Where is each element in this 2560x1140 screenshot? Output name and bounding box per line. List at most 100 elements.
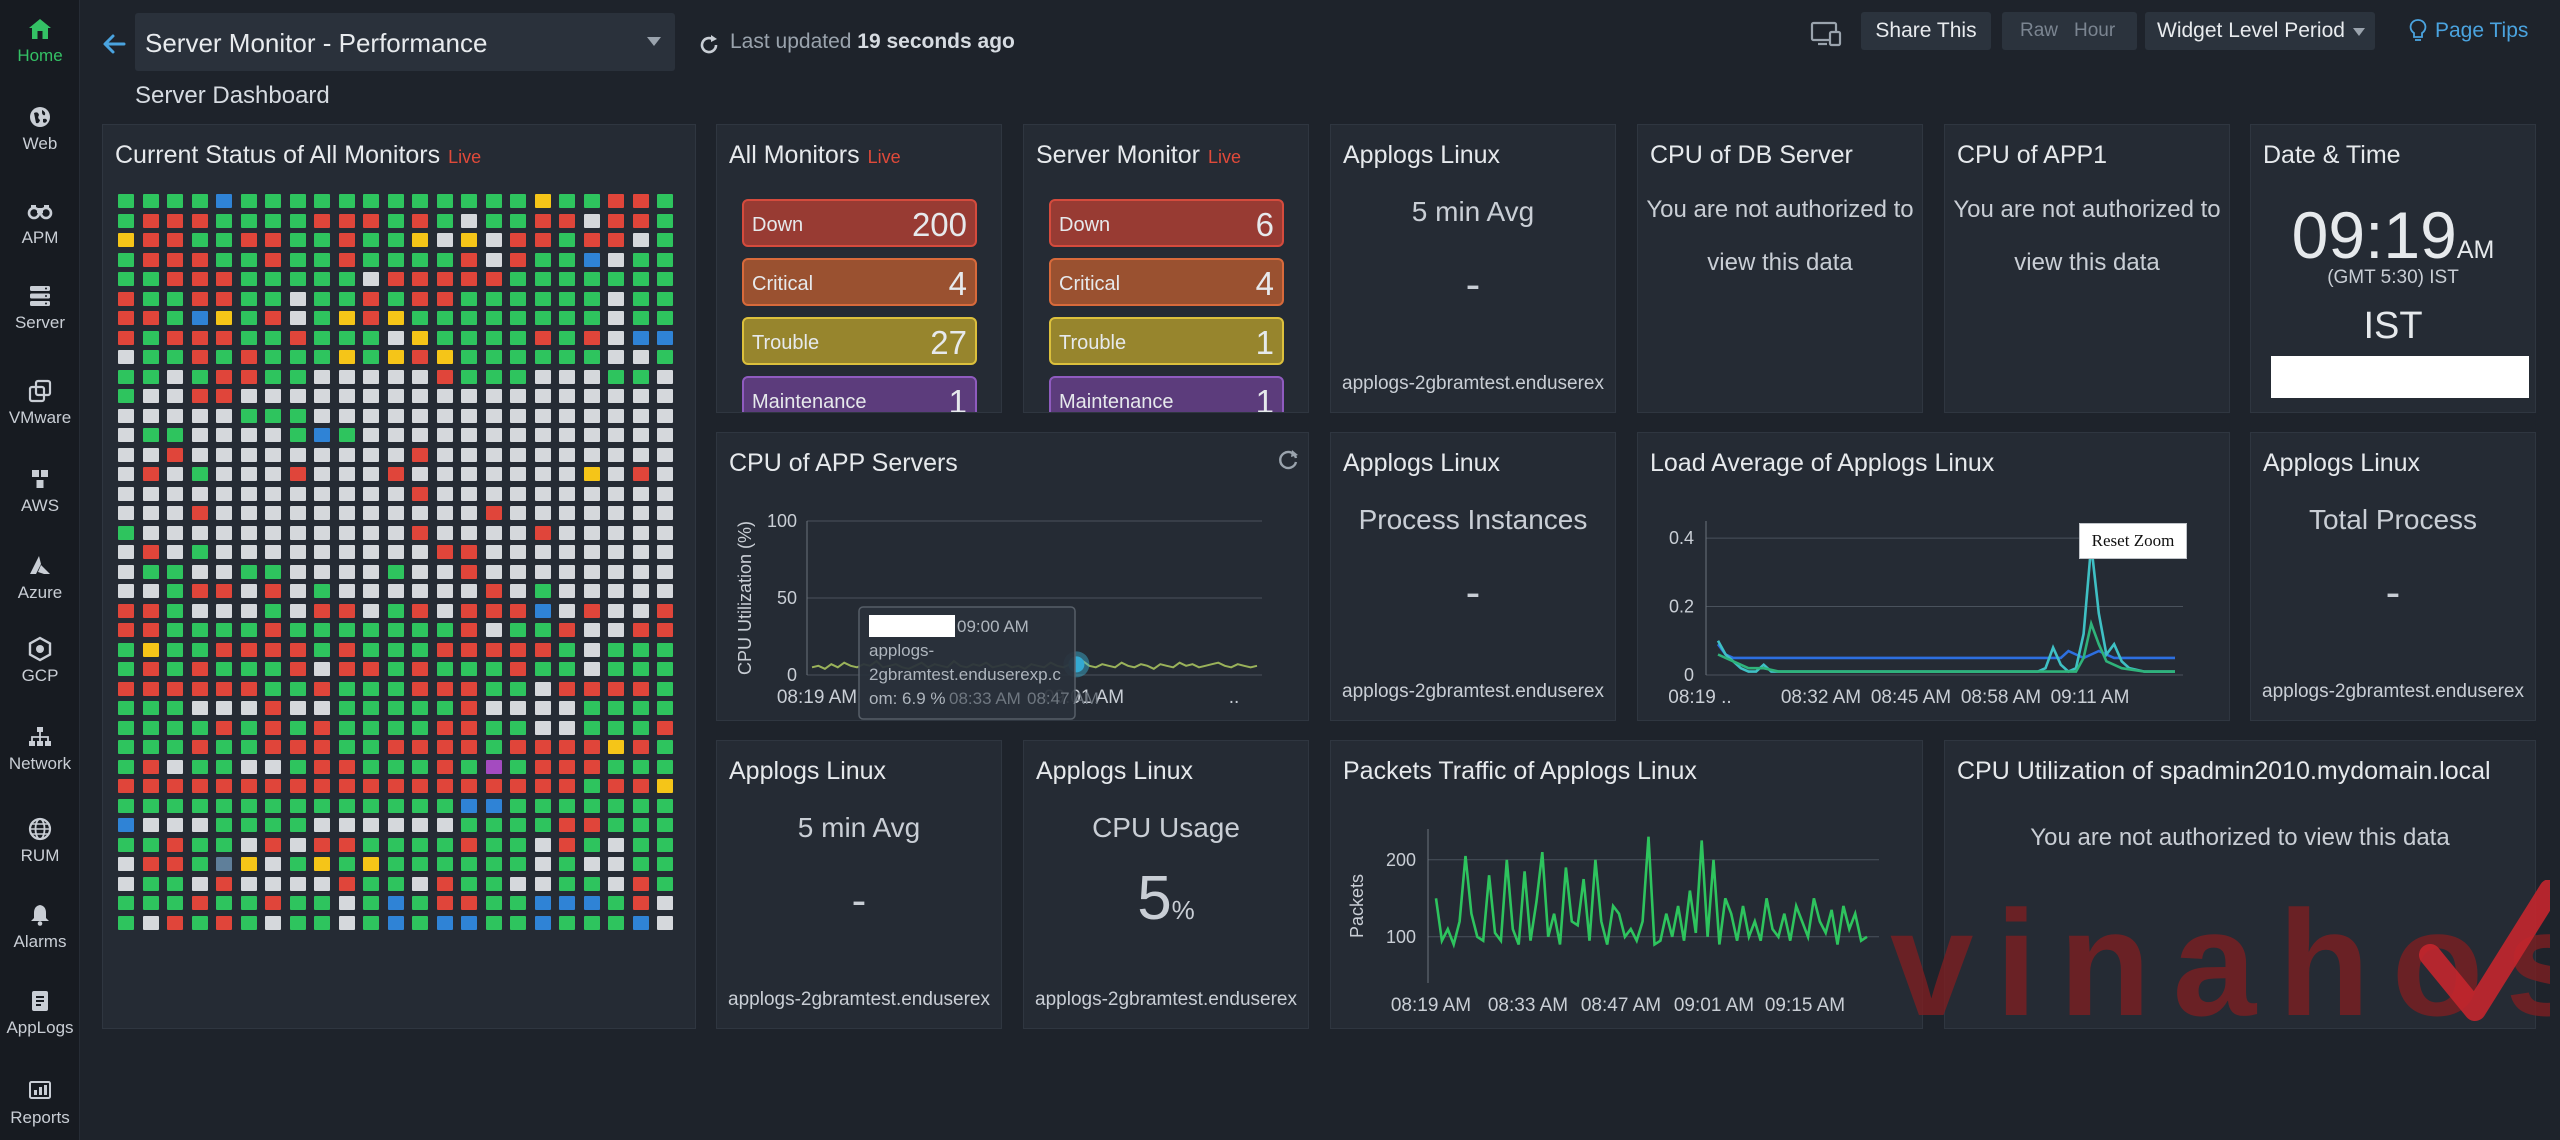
monitor-status-cell[interactable] bbox=[265, 467, 281, 481]
monitor-status-cell[interactable] bbox=[632, 818, 649, 832]
monitor-status-cell[interactable] bbox=[363, 330, 379, 345]
monitor-status-cell[interactable] bbox=[167, 623, 183, 637]
monitor-status-cell[interactable] bbox=[265, 584, 281, 598]
monitor-status-cell[interactable] bbox=[632, 311, 649, 325]
monitor-status-cell[interactable] bbox=[216, 428, 232, 442]
monitor-status-cell[interactable] bbox=[216, 623, 232, 637]
monitor-status-cell[interactable] bbox=[289, 681, 306, 696]
monitor-status-cell[interactable] bbox=[191, 525, 208, 540]
monitor-status-cell[interactable] bbox=[387, 720, 404, 735]
monitor-status-cell[interactable] bbox=[632, 486, 649, 501]
monitor-status-cell[interactable] bbox=[632, 779, 649, 793]
monitor-status-cell[interactable] bbox=[534, 506, 551, 520]
monitor-status-cell[interactable] bbox=[583, 486, 600, 501]
monitor-status-cell[interactable] bbox=[657, 876, 673, 891]
monitor-status-cell[interactable] bbox=[608, 876, 624, 891]
monitor-status-cell[interactable] bbox=[657, 272, 673, 286]
monitor-status-cell[interactable] bbox=[191, 194, 208, 208]
monitor-status-cell[interactable] bbox=[167, 564, 183, 579]
monitor-status-cell[interactable] bbox=[363, 506, 379, 520]
monitor-status-cell[interactable] bbox=[534, 857, 551, 871]
monitor-status-cell[interactable] bbox=[314, 194, 330, 208]
monitor-status-cell[interactable] bbox=[363, 447, 379, 462]
monitor-status-cell[interactable] bbox=[240, 876, 257, 891]
monitor-status-cell[interactable] bbox=[632, 233, 649, 247]
monitor-status-cell[interactable] bbox=[167, 311, 183, 325]
monitor-status-cell[interactable] bbox=[657, 623, 673, 637]
monitor-status-cell[interactable] bbox=[240, 759, 257, 774]
monitor-status-cell[interactable] bbox=[118, 506, 134, 520]
monitor-status-cell[interactable] bbox=[314, 779, 330, 793]
monitor-status-cell[interactable] bbox=[314, 486, 330, 501]
monitor-status-cell[interactable] bbox=[485, 525, 502, 540]
monitor-status-cell[interactable] bbox=[461, 857, 477, 871]
monitor-status-cell[interactable] bbox=[632, 857, 649, 871]
monitor-status-cell[interactable] bbox=[240, 915, 257, 930]
monitor-status-cell[interactable] bbox=[485, 603, 502, 618]
monitor-status-cell[interactable] bbox=[436, 603, 453, 618]
monitor-status-cell[interactable] bbox=[632, 564, 649, 579]
monitor-status-cell[interactable] bbox=[191, 603, 208, 618]
monitor-status-cell[interactable] bbox=[142, 915, 159, 930]
monitor-status-cell[interactable] bbox=[118, 408, 134, 423]
monitor-status-cell[interactable] bbox=[657, 213, 673, 228]
monitor-status-cell[interactable] bbox=[632, 389, 649, 403]
monitor-status-cell[interactable] bbox=[461, 701, 477, 715]
monitor-status-cell[interactable] bbox=[265, 662, 281, 676]
monitor-status-cell[interactable] bbox=[436, 252, 453, 267]
monitor-status-cell[interactable] bbox=[338, 818, 355, 832]
monitor-status-cell[interactable] bbox=[142, 428, 159, 442]
monitor-status-cell[interactable] bbox=[436, 350, 453, 364]
monitor-status-cell[interactable] bbox=[265, 857, 281, 871]
monitor-status-cell[interactable] bbox=[485, 311, 502, 325]
monitor-status-cell[interactable] bbox=[632, 662, 649, 676]
monitor-status-cell[interactable] bbox=[265, 740, 281, 754]
sidebar-item-applogs[interactable]: AppLogs bbox=[0, 988, 80, 1038]
monitor-status-cell[interactable] bbox=[387, 662, 404, 676]
monitor-status-cell[interactable] bbox=[632, 896, 649, 910]
monitor-status-cell[interactable] bbox=[363, 272, 379, 286]
monitor-status-cell[interactable] bbox=[583, 447, 600, 462]
monitor-status-cell[interactable] bbox=[314, 564, 330, 579]
monitor-status-cell[interactable] bbox=[559, 584, 575, 598]
monitor-status-cell[interactable] bbox=[657, 447, 673, 462]
monitor-status-cell[interactable] bbox=[363, 584, 379, 598]
monitor-status-cell[interactable] bbox=[534, 759, 551, 774]
monitor-status-cell[interactable] bbox=[118, 681, 134, 696]
monitor-status-cell[interactable] bbox=[387, 408, 404, 423]
monitor-status-cell[interactable] bbox=[240, 506, 257, 520]
monitor-status-cell[interactable] bbox=[289, 701, 306, 715]
monitor-status-cell[interactable] bbox=[559, 876, 575, 891]
monitor-status-cell[interactable] bbox=[534, 545, 551, 559]
monitor-status-cell[interactable] bbox=[167, 233, 183, 247]
monitor-status-cell[interactable] bbox=[216, 584, 232, 598]
monitor-name[interactable]: applogs-2gbramtest.enduserex bbox=[728, 989, 990, 1010]
monitor-status-cell[interactable] bbox=[387, 194, 404, 208]
monitor-status-cell[interactable] bbox=[167, 720, 183, 735]
monitor-status-cell[interactable] bbox=[534, 252, 551, 267]
monitor-status-cell[interactable] bbox=[436, 623, 453, 637]
monitor-status-cell[interactable] bbox=[559, 642, 575, 657]
monitor-status-cell[interactable] bbox=[167, 798, 183, 813]
monitor-status-cell[interactable] bbox=[461, 408, 477, 423]
monitor-status-cell[interactable] bbox=[118, 330, 134, 345]
share-button[interactable]: Share This bbox=[1861, 12, 1991, 50]
monitor-status-cell[interactable] bbox=[608, 896, 624, 910]
monitor-status-cell[interactable] bbox=[191, 486, 208, 501]
monitor-status-cell[interactable] bbox=[265, 681, 281, 696]
monitor-status-cell[interactable] bbox=[363, 857, 379, 871]
monitor-status-cell[interactable] bbox=[387, 330, 404, 345]
monitor-status-cell[interactable] bbox=[240, 584, 257, 598]
monitor-status-cell[interactable] bbox=[461, 447, 477, 462]
monitor-status-cell[interactable] bbox=[559, 564, 575, 579]
monitor-status-cell[interactable] bbox=[314, 798, 330, 813]
monitor-status-cell[interactable] bbox=[608, 623, 624, 637]
monitor-status-cell[interactable] bbox=[191, 350, 208, 364]
monitor-status-cell[interactable] bbox=[240, 545, 257, 559]
monitor-status-cell[interactable] bbox=[363, 740, 379, 754]
monitor-name[interactable]: applogs-2gbramtest.enduserex bbox=[2262, 681, 2524, 702]
monitor-status-cell[interactable] bbox=[363, 311, 379, 325]
dashboard-selector[interactable]: Server Monitor - Performance bbox=[135, 13, 675, 71]
monitor-status-cell[interactable] bbox=[485, 681, 502, 696]
monitor-status-cell[interactable] bbox=[314, 701, 330, 715]
